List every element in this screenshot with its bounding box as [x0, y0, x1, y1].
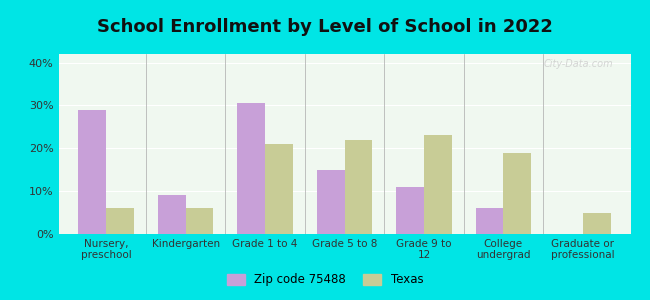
Text: City-Data.com: City-Data.com: [543, 59, 614, 69]
Legend: Zip code 75488, Texas: Zip code 75488, Texas: [222, 269, 428, 291]
Bar: [396, 187, 424, 234]
Bar: [79, 110, 106, 234]
Bar: [503, 153, 531, 234]
Bar: [237, 103, 265, 234]
Bar: [106, 208, 134, 234]
Bar: [158, 195, 186, 234]
Bar: [344, 140, 372, 234]
Bar: [186, 208, 213, 234]
Text: School Enrollment by Level of School in 2022: School Enrollment by Level of School in …: [97, 18, 553, 36]
Bar: [265, 144, 293, 234]
Bar: [317, 170, 345, 234]
Bar: [583, 213, 610, 234]
Bar: [476, 208, 503, 234]
Bar: [424, 135, 452, 234]
